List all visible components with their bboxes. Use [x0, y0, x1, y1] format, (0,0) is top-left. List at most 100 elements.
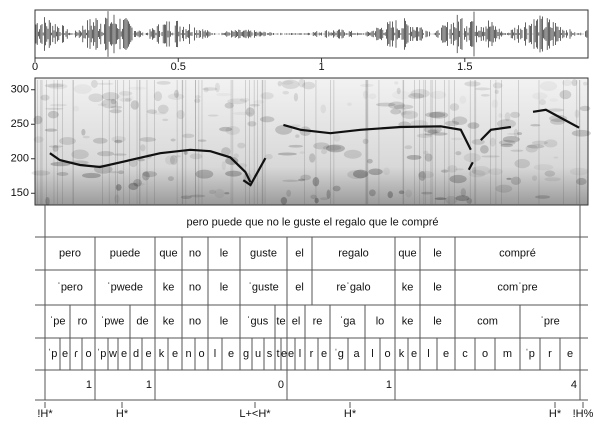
spectrogram-energy [420, 191, 433, 195]
spectrogram-energy [502, 136, 520, 143]
spectrogram-energy [312, 176, 320, 187]
spectrogram-energy [124, 97, 132, 102]
interval-label: le [220, 315, 229, 327]
spectrogram-energy [489, 137, 496, 147]
spectrogram-energy [471, 165, 491, 176]
spectrogram-energy [314, 197, 319, 204]
spectrogram-energy [368, 93, 376, 99]
spectrogram-energy [31, 170, 51, 176]
interval-label: el [295, 247, 304, 259]
interval-label: k [159, 348, 165, 360]
spectrogram-energy [450, 137, 463, 141]
interval-label: e [228, 348, 234, 360]
spectrogram-energy [156, 80, 171, 85]
spectrogram-energy [408, 92, 425, 99]
spectrogram-energy [410, 89, 430, 98]
spectrogram-energy [44, 128, 58, 132]
spectrogram-energy [47, 110, 59, 119]
spectrogram-energy [208, 189, 217, 195]
pitch-tick-label: 200 [11, 153, 29, 165]
interval-label: ˈpwede [107, 281, 143, 293]
spectrogram-energy [176, 109, 185, 120]
spectrogram-energy [164, 155, 176, 165]
spectrogram-energy [88, 93, 104, 103]
spectrogram-energy [293, 93, 299, 102]
time-tick-label: 1 [318, 61, 324, 73]
time-tick-label: 0.5 [171, 61, 186, 73]
interval-label: ke [402, 281, 414, 293]
spectrogram-energy [300, 174, 311, 181]
spectrogram-energy [189, 194, 206, 198]
interval-label: ke [402, 315, 414, 327]
spectrogram-energy [81, 172, 101, 179]
interval-label: e [62, 348, 68, 360]
interval-label: e [121, 348, 127, 360]
spectrogram-energy [559, 90, 572, 100]
spectrogram-energy [544, 177, 561, 182]
interval-label: s [267, 348, 273, 360]
interval-label: de [136, 315, 148, 327]
spectrogram-energy [298, 78, 306, 88]
spectrogram-energy [110, 105, 123, 109]
spectrogram-energy [583, 81, 588, 86]
interval-label: te [276, 315, 285, 327]
spectrogram-energy [44, 83, 64, 88]
spectrogram-energy [544, 139, 558, 148]
spectrogram-energy [233, 153, 239, 159]
spectrogram-energy [239, 97, 250, 102]
spectrogram-energy [120, 98, 129, 102]
interval-label: d [133, 348, 139, 360]
interval-label: r [310, 348, 314, 360]
spectrogram-energy [219, 126, 233, 132]
interval-label: o [482, 348, 488, 360]
spectrogram-energy [507, 132, 518, 135]
interval-label: ke [163, 281, 175, 293]
spectrogram-energy [393, 104, 414, 110]
spectrogram-energy [444, 120, 460, 126]
interval-label: ke [163, 315, 175, 327]
spectrogram-energy [108, 171, 119, 174]
interval-label: que [159, 247, 177, 259]
interval-label: r [548, 348, 552, 360]
spectrogram-energy [424, 133, 433, 136]
interval-label: ˈp [48, 348, 58, 360]
spectrogram-energy [362, 138, 369, 145]
spectrogram-energy [431, 132, 448, 136]
interval-label: e [281, 348, 287, 360]
interval-label: pero puede que no le guste el regalo que… [187, 216, 439, 228]
spectrogram-energy [237, 142, 246, 149]
spectrogram-energy [547, 108, 565, 112]
spectrogram-energy [142, 171, 158, 178]
interval-label: ˈpre [540, 315, 560, 327]
spectrogram-energy [571, 129, 591, 137]
interval-label: m [503, 348, 512, 360]
spectrogram-energy [225, 170, 242, 177]
spectrogram-energy [429, 111, 449, 119]
interval-label: e [321, 348, 327, 360]
interval-label: e [567, 348, 573, 360]
interval-label: w [108, 348, 117, 360]
spectrogram-energy [466, 198, 473, 204]
interval-label: le [220, 247, 229, 259]
spectrogram-energy [115, 184, 122, 191]
spectrogram-energy [405, 189, 413, 198]
spectrogram-energy [388, 101, 405, 110]
interval-label: compré [499, 247, 536, 259]
spectrogram-energy [500, 143, 513, 148]
spectrogram-energy [194, 98, 201, 103]
spectrogram-energy [362, 90, 368, 99]
spectrogram-energy [203, 87, 209, 93]
spectrogram-energy [180, 195, 192, 199]
spectrogram-energy [128, 87, 146, 90]
spectrogram-energy [313, 142, 330, 150]
spectrogram-energy [332, 185, 341, 192]
spectrogram-energy [569, 167, 589, 176]
spectrogram-energy [322, 144, 342, 151]
spectrogram-energy [82, 135, 90, 139]
spectrogram-energy [109, 109, 122, 114]
spectrogram-energy [97, 151, 115, 157]
spectrogram-energy [359, 83, 374, 87]
spectrogram-energy [480, 94, 490, 97]
spectrogram-energy [170, 138, 176, 142]
